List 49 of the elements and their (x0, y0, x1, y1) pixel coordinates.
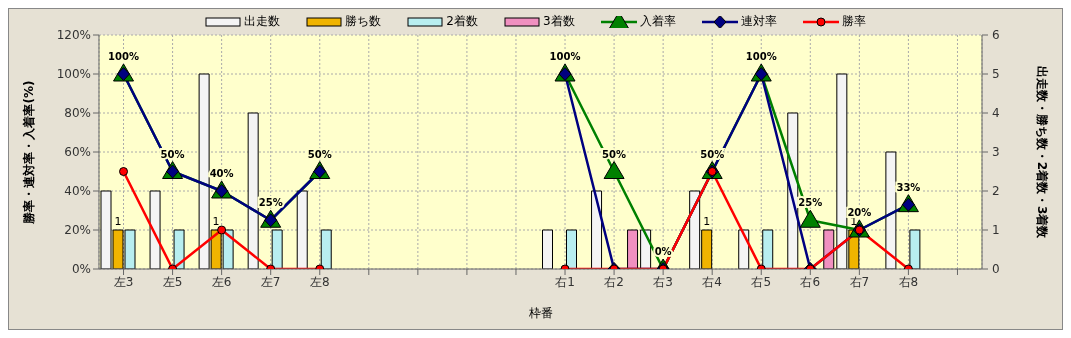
data-label: 25% (258, 197, 283, 209)
x-tick-label: 左8 (309, 274, 330, 289)
y2-tick-label: 5 (992, 67, 1000, 81)
y2-tick-label: 2 (992, 184, 1000, 198)
y-axis-title: 勝率・連対率・入着率(%) (22, 80, 37, 225)
data-label: 20% (847, 207, 872, 218)
y-tick-label: 120% (56, 28, 91, 43)
y-tick-label: 80% (64, 106, 91, 121)
data-label: 33% (896, 181, 921, 193)
legend-label: 入着率 (638, 13, 676, 30)
x-tick-label: 右1 (555, 274, 575, 289)
data-label: 100% (549, 51, 581, 62)
y-tick-label: 40% (64, 184, 91, 199)
x-axis-title: 枠番 (527, 306, 553, 320)
x-tick-label: 右3 (653, 274, 673, 289)
legend-label: 連対率 (739, 13, 777, 30)
y2-tick-label: 0 (992, 262, 1000, 276)
y-tick-label: 100% (56, 67, 91, 82)
data-label: 100% (108, 51, 139, 62)
y-tick-label: 0% (71, 262, 91, 277)
data-label: 50% (307, 148, 332, 160)
x-tick-label: 右4 (702, 274, 723, 289)
legend-label: 3着数 (542, 13, 575, 30)
x-tick-label: 右6 (800, 274, 821, 289)
data-label: 40% (209, 168, 234, 179)
data-label: 1 (703, 215, 711, 228)
legend-label: 出走数 (243, 13, 281, 30)
x-tick-label: 右7 (849, 274, 870, 289)
x-tick-label: 右8 (898, 274, 919, 289)
y2-tick-label: 4 (992, 106, 1000, 120)
y2-axis-title: 出走数・勝ち数・2着数・3着数 (1034, 65, 1049, 240)
data-label: 1 (212, 215, 220, 228)
y2-tick-label: 3 (992, 145, 1000, 159)
y-tick-label: 20% (64, 223, 91, 238)
x-tick-label: 左3 (113, 274, 134, 289)
x-tick-label: 左7 (260, 274, 281, 289)
x-tick-label: 左5 (162, 274, 183, 289)
x-tick-label: 右2 (604, 274, 624, 289)
legend-label: 勝率 (840, 13, 866, 30)
data-label: 1 (114, 215, 122, 228)
legend-label: 2着数 (445, 13, 478, 30)
y2-tick-label: 6 (992, 28, 1000, 42)
data-label: 100% (745, 51, 777, 62)
legend-label: 勝ち数 (344, 13, 382, 30)
data-label: 0% (654, 246, 672, 257)
y-tick-label: 60% (64, 145, 91, 160)
x-tick-label: 右5 (751, 274, 772, 289)
x-tick-label: 左6 (211, 274, 232, 289)
y2-tick-label: 1 (992, 223, 1000, 237)
